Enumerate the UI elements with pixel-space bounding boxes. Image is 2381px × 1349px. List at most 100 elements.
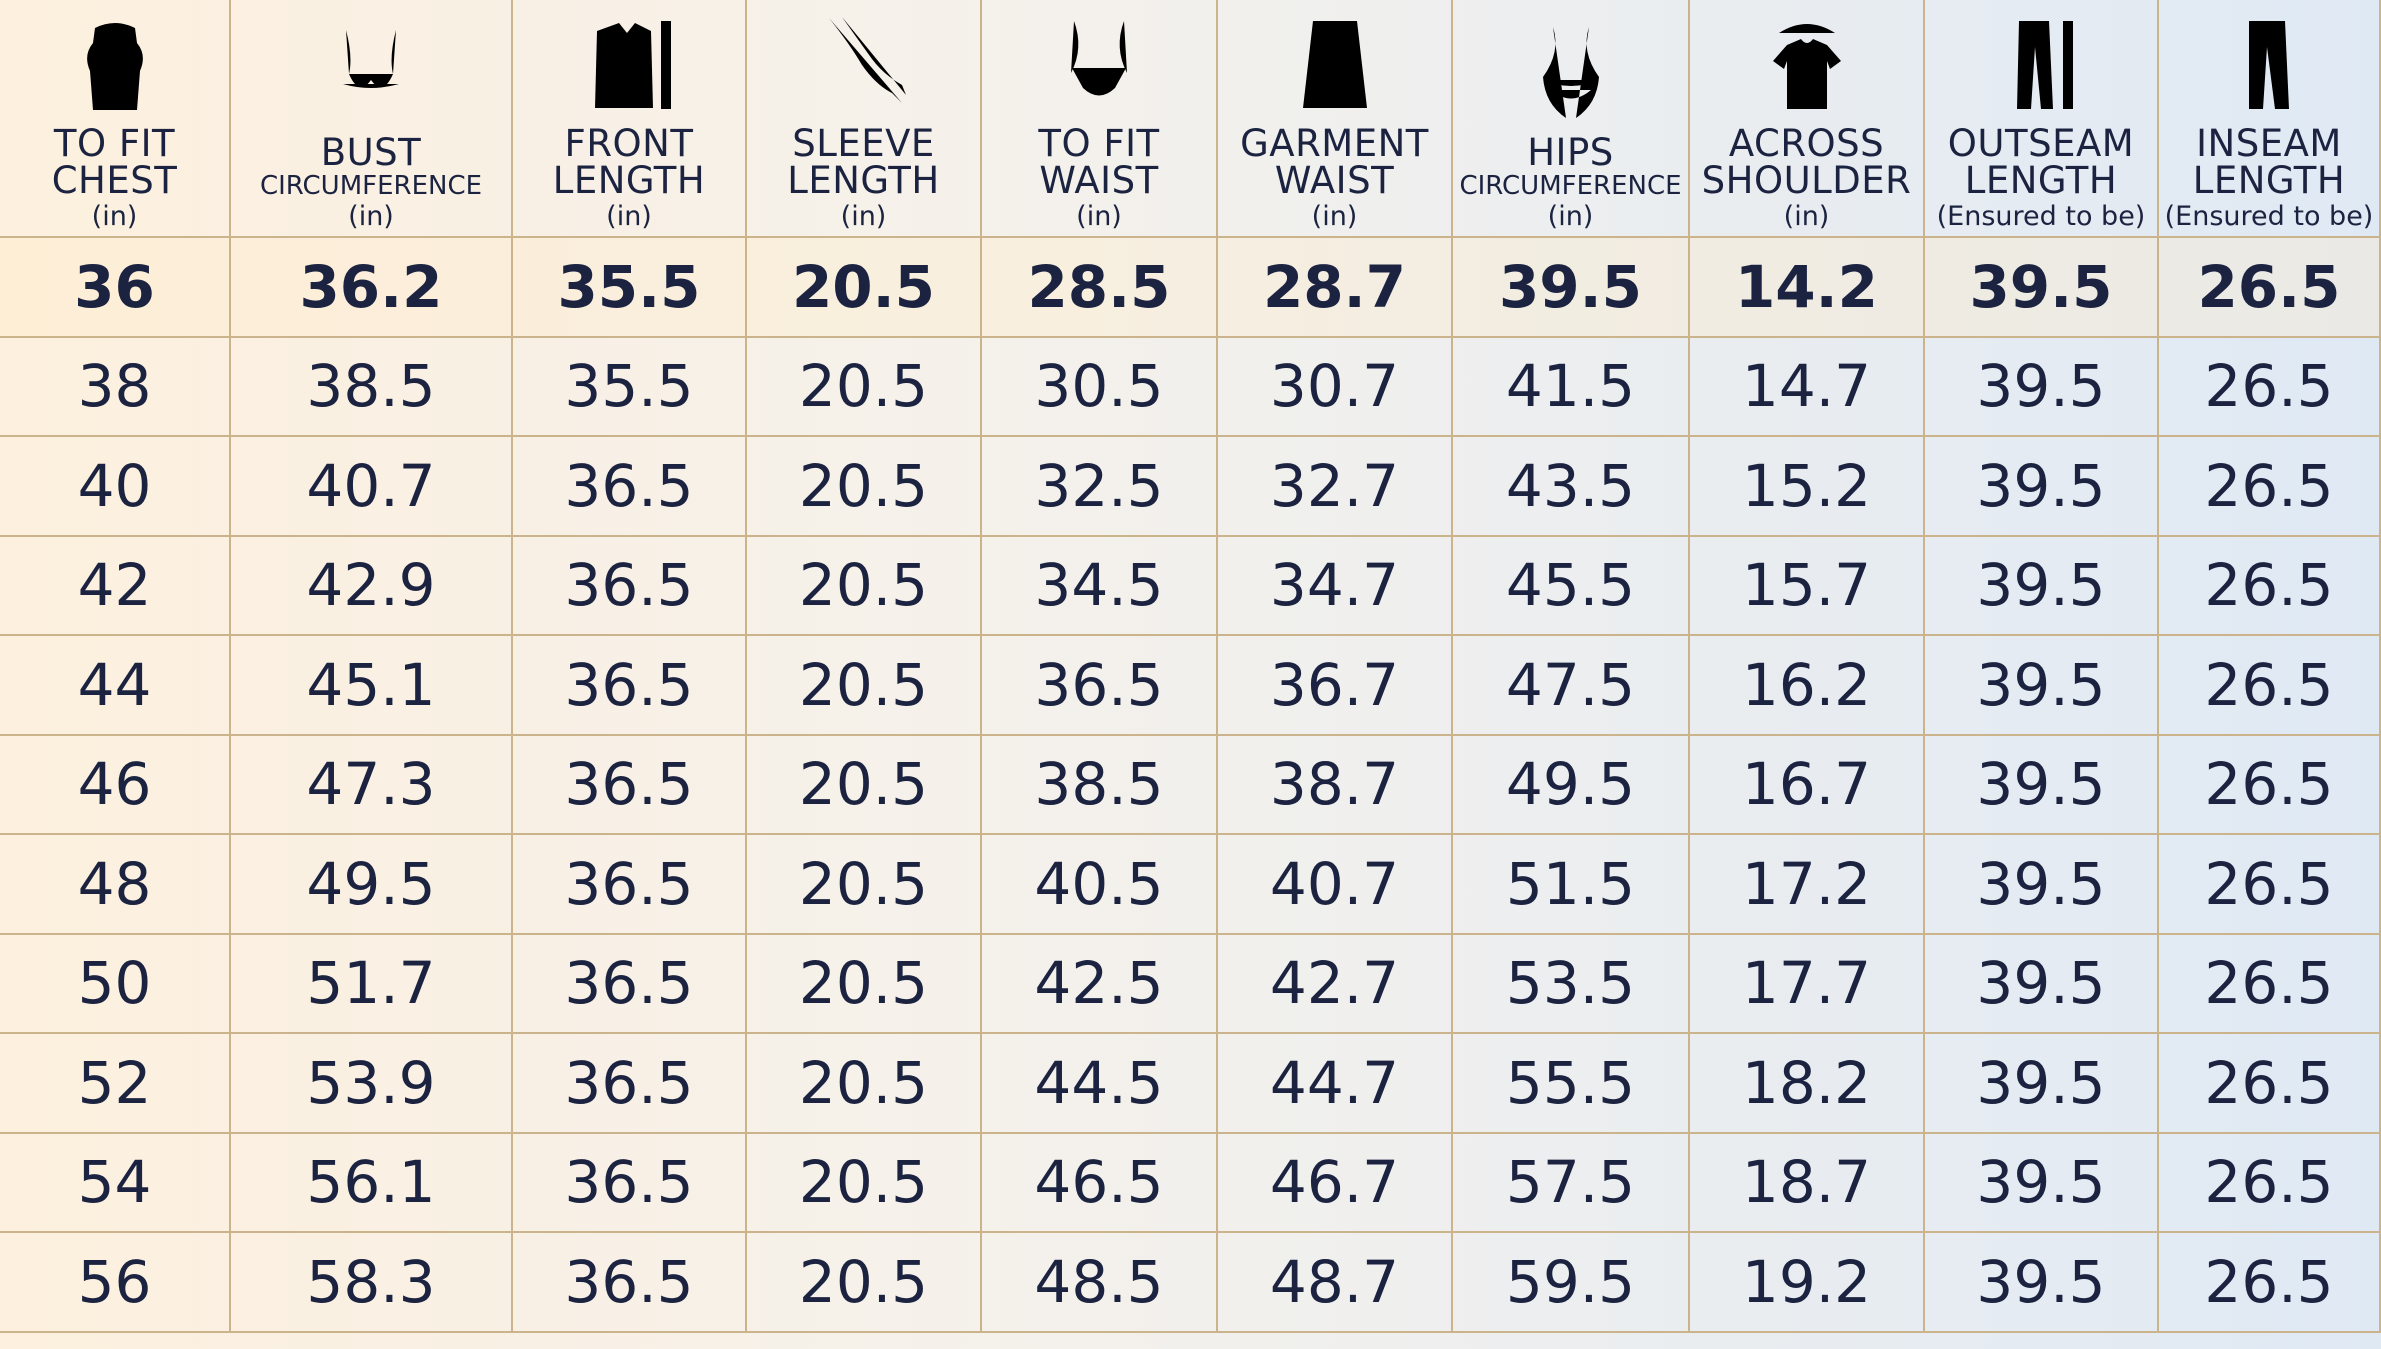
table-cell: 42.7 xyxy=(1218,934,1453,1034)
table-cell: 36 xyxy=(0,238,231,338)
table-cell: 38 xyxy=(0,337,231,437)
header-cell: OUTSEAM LENGTH (Ensured to be) xyxy=(1925,0,2159,238)
header-subtitle: CIRCUMFERENCE xyxy=(1459,171,1682,201)
table-cell: 46.7 xyxy=(1218,1133,1453,1233)
header-unit: (in) xyxy=(1311,201,1358,232)
header-title: ACROSS xyxy=(1728,122,1885,165)
table-cell: 26.5 xyxy=(2159,337,2381,437)
table-cell: 32.5 xyxy=(982,437,1218,537)
header-cell: GARMENT WAIST (in) xyxy=(1218,0,1453,238)
hips-icon xyxy=(1542,27,1599,118)
table-cell: 36.5 xyxy=(513,1233,747,1333)
table-cell: 26.5 xyxy=(2159,1034,2381,1134)
table-cell: 44 xyxy=(0,636,231,736)
table-cell: 39.5 xyxy=(1925,1233,2159,1333)
table-cell: 39.5 xyxy=(1925,934,2159,1034)
header-title: TO FIT xyxy=(1038,122,1160,165)
table-cell: 34.5 xyxy=(982,536,1218,636)
header-subtitle: CIRCUMFERENCE xyxy=(259,171,483,201)
table-cell: 30.5 xyxy=(982,337,1218,437)
table-cell: 51.5 xyxy=(1453,835,1690,935)
header-title: HIPS xyxy=(1527,131,1614,174)
table-cell: 26.5 xyxy=(2159,835,2381,935)
table-cell: 39.5 xyxy=(1925,735,2159,835)
table-cell: 20.5 xyxy=(747,437,982,537)
outseam-icon xyxy=(2017,21,2073,109)
table-cell: 36.5 xyxy=(982,636,1218,736)
table-cell: 20.5 xyxy=(747,1034,982,1134)
table-cell: 46 xyxy=(0,735,231,835)
table-cell: 40.7 xyxy=(231,437,513,537)
header-title: SHOULDER xyxy=(1701,159,1912,202)
table-cell: 36.5 xyxy=(513,536,747,636)
table-cell: 20.5 xyxy=(747,1233,982,1333)
table-cell: 44.7 xyxy=(1218,1034,1453,1134)
table-cell: 28.7 xyxy=(1218,238,1453,338)
table-cell: 20.5 xyxy=(747,835,982,935)
table-cell: 26.5 xyxy=(2159,437,2381,537)
header-title: OUTSEAM xyxy=(1947,122,2135,165)
table-cell: 14.7 xyxy=(1690,337,1925,437)
table-cell: 26.5 xyxy=(2159,238,2381,338)
table-cell: 36.5 xyxy=(513,636,747,736)
table-cell: 19.2 xyxy=(1690,1233,1925,1333)
table-cell: 38.7 xyxy=(1218,735,1453,835)
table-cell: 28.5 xyxy=(982,238,1218,338)
header-unit: (in) xyxy=(91,201,138,232)
table-cell: 17.7 xyxy=(1690,934,1925,1034)
table-cell: 36.5 xyxy=(513,1133,747,1233)
header-title: BUST xyxy=(320,131,422,174)
table-cell: 20.5 xyxy=(747,337,982,437)
header-unit: (in) xyxy=(1783,201,1830,232)
table-cell: 32.7 xyxy=(1218,437,1453,537)
table-cell: 30.7 xyxy=(1218,337,1453,437)
table-cell: 48.5 xyxy=(982,1233,1218,1333)
waist-icon xyxy=(1071,21,1127,96)
header-unit: (Ensured to be) xyxy=(2164,201,2374,232)
header-cell: ACROSS SHOULDER (in) xyxy=(1690,0,1925,238)
table-cell: 20.5 xyxy=(747,238,982,338)
table-cell: 34.7 xyxy=(1218,536,1453,636)
table-cell: 43.5 xyxy=(1453,437,1690,537)
shirt-icon xyxy=(595,21,671,109)
table-cell: 40 xyxy=(0,437,231,537)
table-cell: 53.9 xyxy=(231,1034,513,1134)
table-cell: 44.5 xyxy=(982,1034,1218,1134)
table-cell: 56.1 xyxy=(231,1133,513,1233)
table-cell: 41.5 xyxy=(1453,337,1690,437)
table-cell: 48 xyxy=(0,835,231,935)
table-cell: 20.5 xyxy=(747,934,982,1034)
table-cell: 45.5 xyxy=(1453,536,1690,636)
table-cell: 26.5 xyxy=(2159,536,2381,636)
shoulder-icon xyxy=(1772,24,1841,109)
header-unit: (Ensured to be) xyxy=(1936,201,2146,232)
table-cell: 18.7 xyxy=(1690,1133,1925,1233)
table-cell: 36.2 xyxy=(231,238,513,338)
header-cell: SLEEVE LENGTH (in) xyxy=(747,0,982,238)
header-unit: (in) xyxy=(1547,201,1594,232)
table-cell: 50 xyxy=(0,934,231,1034)
header-title: INSEAM xyxy=(2196,122,2342,165)
header-title: LENGTH xyxy=(1964,159,2118,202)
table-cell: 35.5 xyxy=(513,238,747,338)
table-cell: 17.2 xyxy=(1690,835,1925,935)
table-cell: 39.5 xyxy=(1925,337,2159,437)
skirt-icon xyxy=(1302,21,1367,108)
table-cell: 36.5 xyxy=(513,1034,747,1134)
table-cell: 26.5 xyxy=(2159,1133,2381,1233)
chest-icon xyxy=(86,23,143,110)
table-cell: 39.5 xyxy=(1925,238,2159,338)
table-cell: 39.5 xyxy=(1925,1034,2159,1134)
header-unit: (in) xyxy=(606,201,652,232)
table-cell: 48.7 xyxy=(1218,1233,1453,1333)
table-cell: 16.7 xyxy=(1690,735,1925,835)
table-cell: 51.7 xyxy=(231,934,513,1034)
table-cell: 56 xyxy=(0,1233,231,1333)
table-cell: 40.5 xyxy=(982,835,1218,935)
header-cell: BUST CIRCUMFERENCE (in) xyxy=(231,0,513,238)
table-cell: 59.5 xyxy=(1453,1233,1690,1333)
table-cell: 20.5 xyxy=(747,1133,982,1233)
table-cell: 20.5 xyxy=(747,735,982,835)
